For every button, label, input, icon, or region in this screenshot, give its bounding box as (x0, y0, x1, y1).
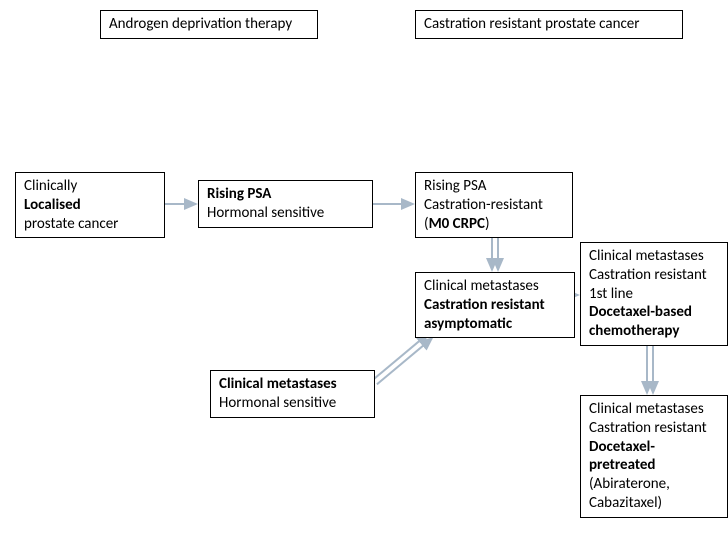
cmdp-line4: (Abiraterone, (589, 475, 670, 493)
cl-line2: Localised (24, 196, 81, 214)
cm1-line2: Castration resistant (589, 266, 707, 284)
cm1-line5: chemotherapy (589, 322, 679, 340)
cmca-line1: Clinical metastases (424, 277, 539, 295)
cmh-line2: Hormonal sensitive (219, 394, 336, 412)
cl-line1: Clinically (24, 177, 77, 195)
rph-line1: Rising PSA (207, 185, 271, 203)
header-adt-text: Androgen deprivation therapy (109, 15, 292, 33)
cmdp-line3: Docetaxel-pretreated (589, 438, 655, 475)
header-crpc-box: Castration resistant prostate cancer (415, 10, 683, 39)
header-adt-box: Androgen deprivation therapy (100, 10, 318, 39)
m0-line3c: ) (485, 215, 490, 233)
cmdp-line5: Cabazitaxel) (589, 494, 662, 512)
cm1-line3: 1st line (589, 285, 633, 303)
clinically-localised-box: Clinically Localised prostate cancer (15, 172, 165, 238)
cl-line3: prostate cancer (24, 215, 118, 233)
m0-line1: Rising PSA (424, 177, 486, 195)
m0-line3b: M0 CRPC (429, 215, 485, 233)
cmdp-line1: Clinical metastases (589, 400, 704, 418)
cmh-line1: Clinical metastases (219, 375, 337, 393)
m0-line2: Castration-resistant (424, 196, 543, 214)
cm1-line1: Clinical metastases (589, 247, 704, 265)
rising-psa-m0crpc-box: Rising PSA Castration-resistant (M0 CRPC… (415, 172, 573, 238)
cm1-line4: Docetaxel-based (589, 303, 692, 321)
cmca-line2: Castration resistant (424, 296, 545, 314)
rising-psa-hormonal-box: Rising PSA Hormonal sensitive (198, 180, 373, 228)
rph-line2: Hormonal sensitive (207, 204, 324, 222)
clinical-met-cr-asymp-box: Clinical metastases Castration resistant… (415, 272, 575, 338)
header-crpc-text: Castration resistant prostate cancer (424, 15, 640, 33)
cmdp-line2: Castration resistant (589, 419, 707, 437)
clinical-met-docetaxel-pretreated-box: Clinical metastases Castration resistant… (580, 395, 728, 518)
cmca-line3: asymptomatic (424, 315, 512, 333)
clinical-met-1stline-box: Clinical metastases Castration resistant… (580, 242, 728, 346)
clinical-met-hormonal-box: Clinical metastases Hormonal sensitive (210, 370, 375, 418)
